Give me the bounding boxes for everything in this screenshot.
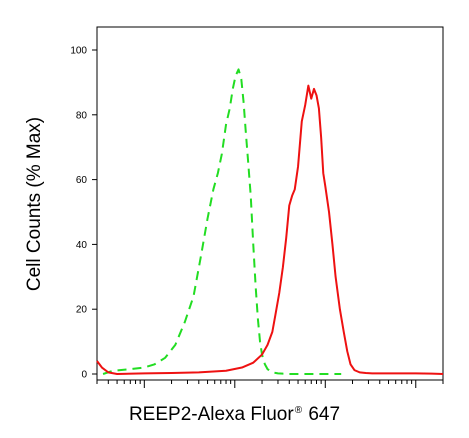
x-axis-label: REEP2-Alexa Fluor® 647 [0,404,469,426]
registered-mark: ® [294,405,303,416]
control-series-line [102,68,342,375]
plot-frame [96,26,444,381]
reep2-series-line [96,84,444,375]
y-tick-label: 40 [76,240,88,251]
series-layer [96,68,444,375]
y-axis-ticks: 0 20 40 60 80 100 [70,46,97,381]
y-axis-label: Cell Counts (% Max) [24,117,45,291]
x-axis-label-main: REEP2-Alexa Fluor [128,404,294,425]
y-tick-label: 0 [81,370,87,381]
y-tick-label: 60 [76,175,88,186]
x-axis-label-tail: 647 [303,404,341,425]
x-axis-ticks [96,380,444,388]
y-tick-label: 20 [76,305,88,316]
y-tick-label: 80 [76,110,88,121]
y-tick-label: 100 [70,46,87,57]
